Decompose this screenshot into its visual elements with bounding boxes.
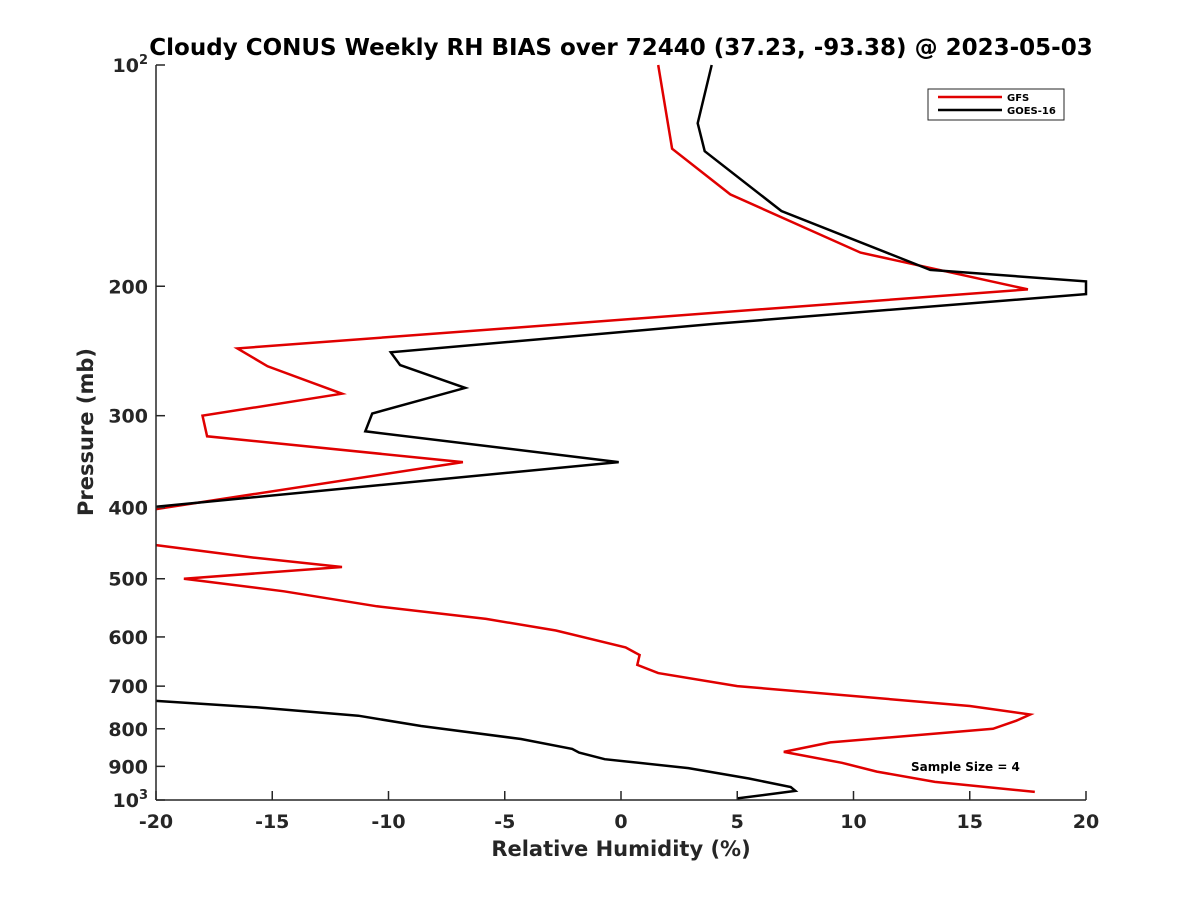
y-tick-label: 700 bbox=[108, 676, 148, 698]
chart-title: Cloudy CONUS Weekly RH BIAS over 72440 (… bbox=[149, 35, 1092, 61]
x-tick-label: 15 bbox=[957, 811, 983, 833]
series-line-gfs-segment-1 bbox=[155, 64, 1029, 511]
series-goes-16 bbox=[155, 64, 1088, 800]
series-gfs bbox=[155, 64, 1035, 794]
x-tick-label: 0 bbox=[614, 811, 627, 833]
plot-area: -20 -15 -10 -5 0 5 10 15 20 10220030040050060070… bbox=[108, 53, 1099, 833]
x-tick-label: -5 bbox=[494, 811, 515, 833]
x-axis-label: Relative Humidity (%) bbox=[491, 837, 750, 861]
x-tick-label: -10 bbox=[371, 811, 405, 833]
series-line-goes-16-segment-2 bbox=[155, 699, 799, 800]
series-line-goes-16-segment-1 bbox=[155, 64, 1088, 508]
series-line-gfs-segment-2 bbox=[155, 543, 1035, 794]
y-tick-label: 300 bbox=[108, 406, 148, 428]
y-tick-label: 400 bbox=[108, 498, 148, 520]
y-tick-label: 900 bbox=[108, 756, 148, 778]
legend-label-goes16: GOES-16 bbox=[1007, 106, 1056, 117]
x-tick-label: 5 bbox=[731, 811, 744, 833]
sample-size-annotation: Sample Size = 4 bbox=[911, 760, 1020, 774]
y-axis-label: Pressure (mb) bbox=[74, 348, 98, 516]
x-tick-label: -15 bbox=[255, 811, 289, 833]
y-tick-label: 200 bbox=[108, 276, 148, 298]
legend-label-gfs: GFS bbox=[1007, 93, 1029, 104]
y-tick-label: 800 bbox=[108, 719, 148, 741]
x-tick-label: 20 bbox=[1073, 811, 1099, 833]
x-tick-label: 10 bbox=[840, 811, 866, 833]
legend-box bbox=[927, 88, 1065, 121]
y-tick-label: 600 bbox=[108, 627, 148, 649]
y-tick-label: 500 bbox=[108, 569, 148, 591]
series-layer bbox=[155, 64, 1088, 800]
x-tick-label: -20 bbox=[139, 811, 173, 833]
x-ticks: -20 -15 -10 -5 0 5 10 15 20 bbox=[139, 791, 1099, 833]
legend: GFS GOES-16 bbox=[927, 88, 1065, 121]
